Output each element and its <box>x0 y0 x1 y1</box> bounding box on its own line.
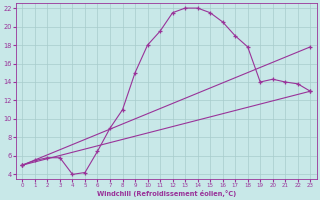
X-axis label: Windchill (Refroidissement éolien,°C): Windchill (Refroidissement éolien,°C) <box>97 190 236 197</box>
